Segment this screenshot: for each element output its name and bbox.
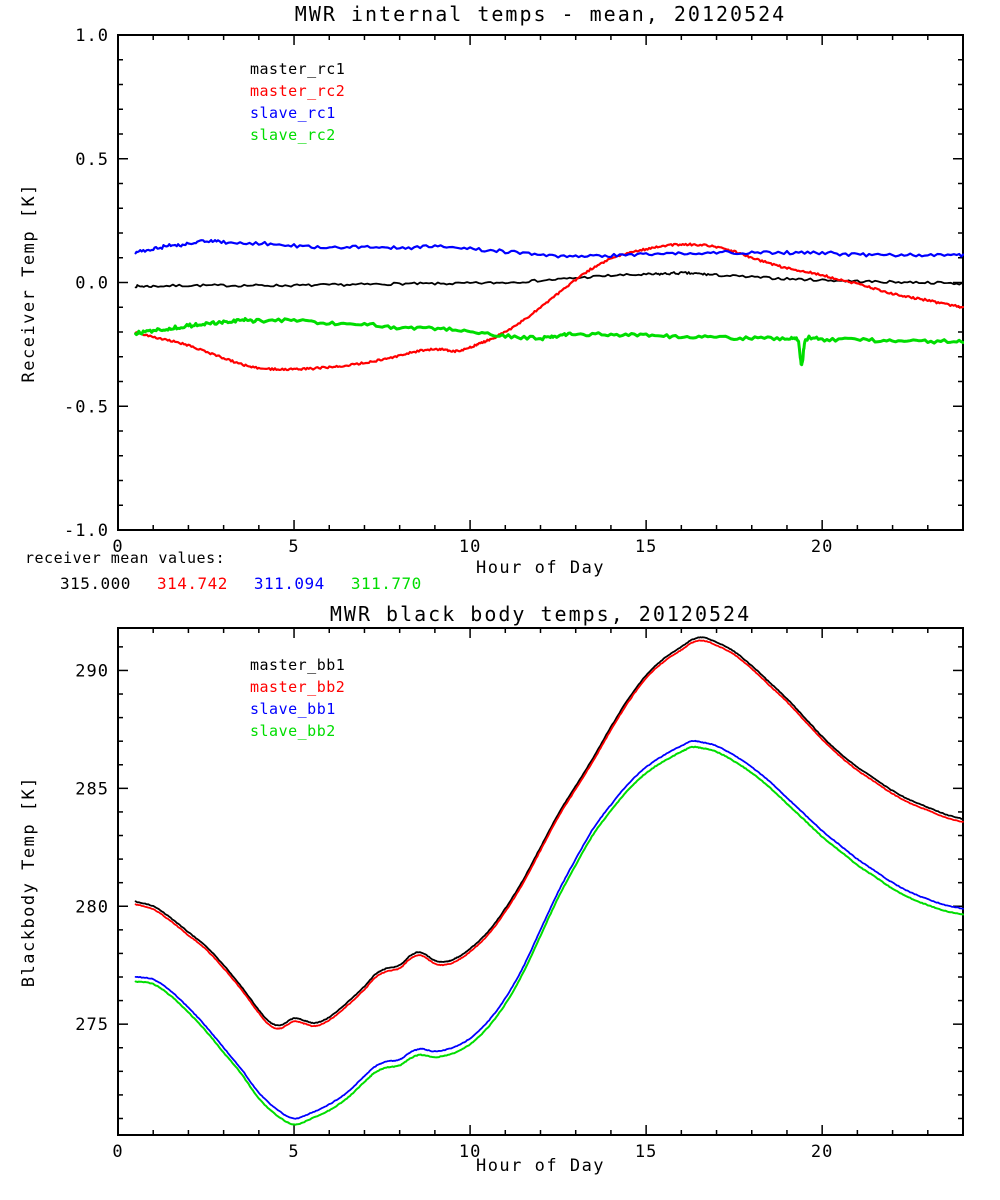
- legend-item-slave_bb1: slave_bb1: [250, 700, 336, 718]
- receiver-means-label: receiver mean values:: [25, 549, 226, 567]
- x-tick-label: 5: [288, 537, 299, 557]
- receiver-means-values: 315.000 314.742 311.094 311.770: [60, 574, 422, 593]
- axis-ticks: [117, 34, 964, 531]
- mean-value: 311.770: [350, 574, 422, 593]
- chart-title: MWR internal temps - mean, 20120524: [294, 2, 787, 26]
- mean-value: 314.742: [156, 574, 228, 593]
- legend-item-slave_bb2: slave_bb2: [250, 722, 336, 740]
- chart-title: MWR black body temps, 20120524: [329, 602, 752, 626]
- y-tick-label: 0.0: [75, 274, 109, 294]
- x-tick-label: 5: [288, 1142, 299, 1162]
- x-axis-label: Hour of Day: [475, 1156, 606, 1176]
- y-tick-label: 0.5: [75, 150, 109, 170]
- series-slave_rc2: [134, 317, 964, 367]
- legend: master_rc1 master_rc2 slave_rc1 slave_rc2: [250, 58, 345, 146]
- legend-item-master_bb2: master_bb2: [250, 678, 346, 696]
- receiver-temp-plot: 0 5 10 15 20 -1.0 -0.5 0.0 0.5 1.0: [64, 26, 964, 557]
- series-master_rc1: [134, 271, 964, 289]
- y-tick-label: 285: [75, 779, 109, 799]
- y-tick-label: -1.0: [64, 521, 109, 541]
- y-tick-label: -0.5: [64, 397, 109, 417]
- x-tick-label: 15: [635, 1142, 657, 1162]
- x-tick-label: 15: [635, 537, 657, 557]
- legend: master_bb1 master_bb2 slave_bb1 slave_bb2: [250, 654, 345, 742]
- series-slave_rc1: [134, 239, 964, 259]
- legend-item-slave_rc1: slave_rc1: [250, 104, 336, 122]
- series-master_bb2: [134, 639, 964, 1030]
- x-tick-label: 0: [112, 537, 123, 557]
- x-tick-label: 20: [811, 1142, 833, 1162]
- y-tick-label: 1.0: [75, 26, 109, 46]
- series-group: [134, 239, 964, 372]
- x-tick-label: 0: [112, 1142, 123, 1162]
- plot-frame: [117, 34, 964, 531]
- series-master_rc2: [134, 242, 964, 372]
- x-axis-label: Hour of Day: [475, 558, 606, 578]
- y-tick-label: 280: [75, 897, 109, 917]
- legend-item-master_rc1: master_rc1: [250, 60, 346, 78]
- mean-value: 315.000: [60, 574, 131, 593]
- x-tick-label: 10: [459, 537, 481, 557]
- x-tick-label: 10: [459, 1142, 481, 1162]
- receiver-temp-chart: MWR internal temps - mean, 20120524 Rece…: [19, 2, 964, 578]
- axis-ticks: [117, 628, 964, 1135]
- series-group: [134, 636, 964, 1126]
- series-master_bb1: [134, 636, 964, 1027]
- series-slave_bb2: [134, 745, 964, 1126]
- series-slave_bb1: [134, 739, 964, 1120]
- legend-item-master_bb1: master_bb1: [250, 656, 346, 674]
- y-tick-label: 275: [75, 1015, 109, 1035]
- x-tick-label: 20: [811, 537, 833, 557]
- legend-item-slave_rc2: slave_rc2: [250, 126, 336, 144]
- legend-item-master_rc2: master_rc2: [250, 82, 346, 100]
- y-tick-label: 290: [75, 661, 109, 681]
- mean-value: 311.094: [253, 574, 325, 593]
- plot-frame: [117, 627, 964, 1136]
- blackbody-temp-plot: 0 5 10 15 20 275 280 285 290: [75, 627, 964, 1162]
- blackbody-temp-chart: MWR black body temps, 20120524 Blackbody…: [0, 600, 1000, 1200]
